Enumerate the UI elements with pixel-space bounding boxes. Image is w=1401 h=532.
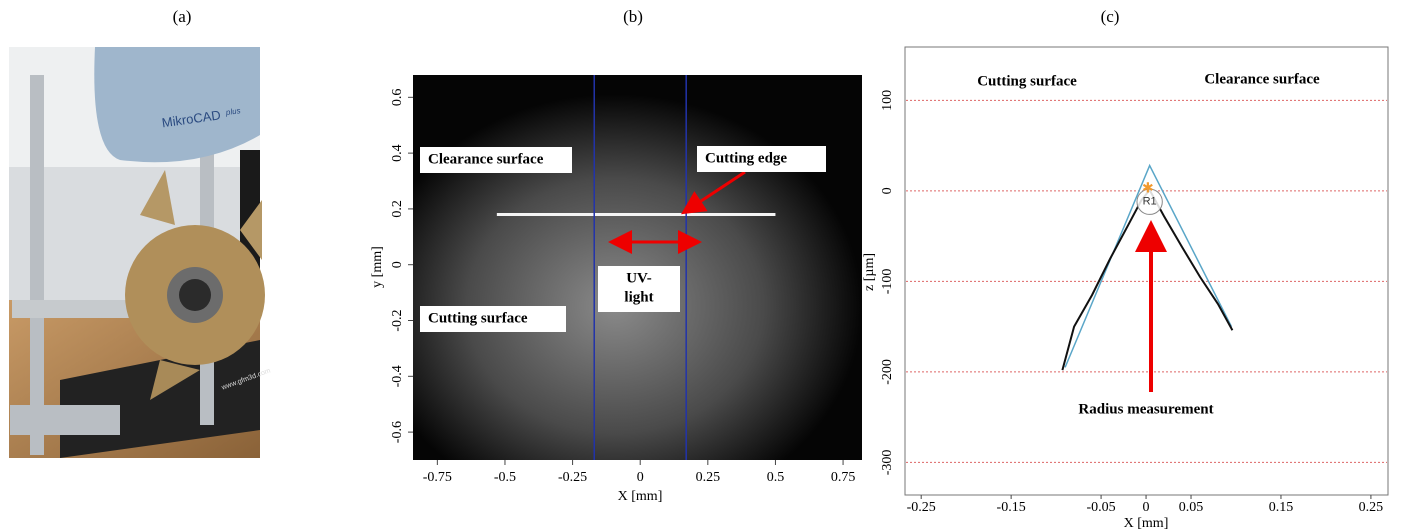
- apex-marker: ✱: [1142, 181, 1154, 196]
- annotation: UV-: [626, 270, 652, 286]
- x-axis-label: X [mm]: [1124, 516, 1169, 531]
- x-tick-label: -0.25: [558, 470, 587, 485]
- annotation-box: [420, 147, 572, 173]
- y-tick-label: -0.2: [390, 309, 405, 331]
- y-tick-label: -100: [880, 269, 895, 295]
- y-tick-label: 0: [390, 261, 405, 268]
- x-tick-label: -0.75: [423, 470, 452, 485]
- annotation-box: [420, 306, 566, 332]
- annotation: Cutting surface: [428, 310, 528, 326]
- photo-brand-sup: plus: [224, 106, 241, 117]
- y-tick-label: -300: [880, 450, 895, 476]
- y-tick-label: -0.6: [390, 421, 405, 443]
- panel-label: (c): [1101, 7, 1120, 26]
- annotation: light: [624, 289, 653, 305]
- radius-circle: [1136, 188, 1163, 215]
- annotation-box: [697, 146, 826, 172]
- photo: [9, 47, 265, 458]
- plot-frame: [904, 46, 1389, 496]
- y-tick-label: 100: [880, 90, 895, 111]
- y-axis-label: y [mm]: [370, 246, 385, 288]
- x-tick-label: 0.25: [696, 470, 721, 485]
- x-tick-label: -0.15: [997, 500, 1026, 515]
- model-line: [1064, 163, 1233, 368]
- annotation-box: [598, 266, 680, 312]
- panel-label: (b): [623, 7, 643, 26]
- x-axis-label: X [mm]: [618, 489, 663, 504]
- panel-label: (a): [173, 7, 192, 26]
- y-axis-label: z [µm]: [862, 253, 877, 291]
- y-tick-label: -200: [880, 359, 895, 385]
- x-tick-label: 0.25: [1359, 500, 1384, 515]
- x-tick-label: -0.5: [494, 470, 516, 485]
- annotation: Clearance surface: [428, 151, 544, 167]
- y-tick-label: 0.4: [390, 144, 405, 162]
- annotation: Clearance surface: [1204, 71, 1320, 87]
- x-tick-label: -0.25: [907, 500, 936, 515]
- radius-label: R1: [1143, 196, 1157, 208]
- annotation: Radius measurement: [1078, 401, 1213, 417]
- x-tick-label: -0.05: [1086, 500, 1115, 515]
- x-tick-label: 0.75: [831, 470, 856, 485]
- y-tick-label: -0.4: [390, 365, 405, 387]
- y-tick-label: 0: [880, 187, 895, 194]
- annotation: Cutting surface: [977, 73, 1077, 89]
- x-tick-label: 0: [637, 470, 644, 485]
- arrow: [680, 170, 746, 215]
- x-tick-label: 0.05: [1179, 500, 1204, 515]
- x-tick-label: 0.5: [767, 470, 785, 485]
- y-tick-label: 0.6: [390, 89, 405, 107]
- x-tick-label: 0: [1143, 500, 1150, 515]
- x-tick-label: 0.15: [1269, 500, 1294, 515]
- annotation: Cutting edge: [705, 150, 787, 166]
- y-tick-label: 0.2: [390, 200, 405, 218]
